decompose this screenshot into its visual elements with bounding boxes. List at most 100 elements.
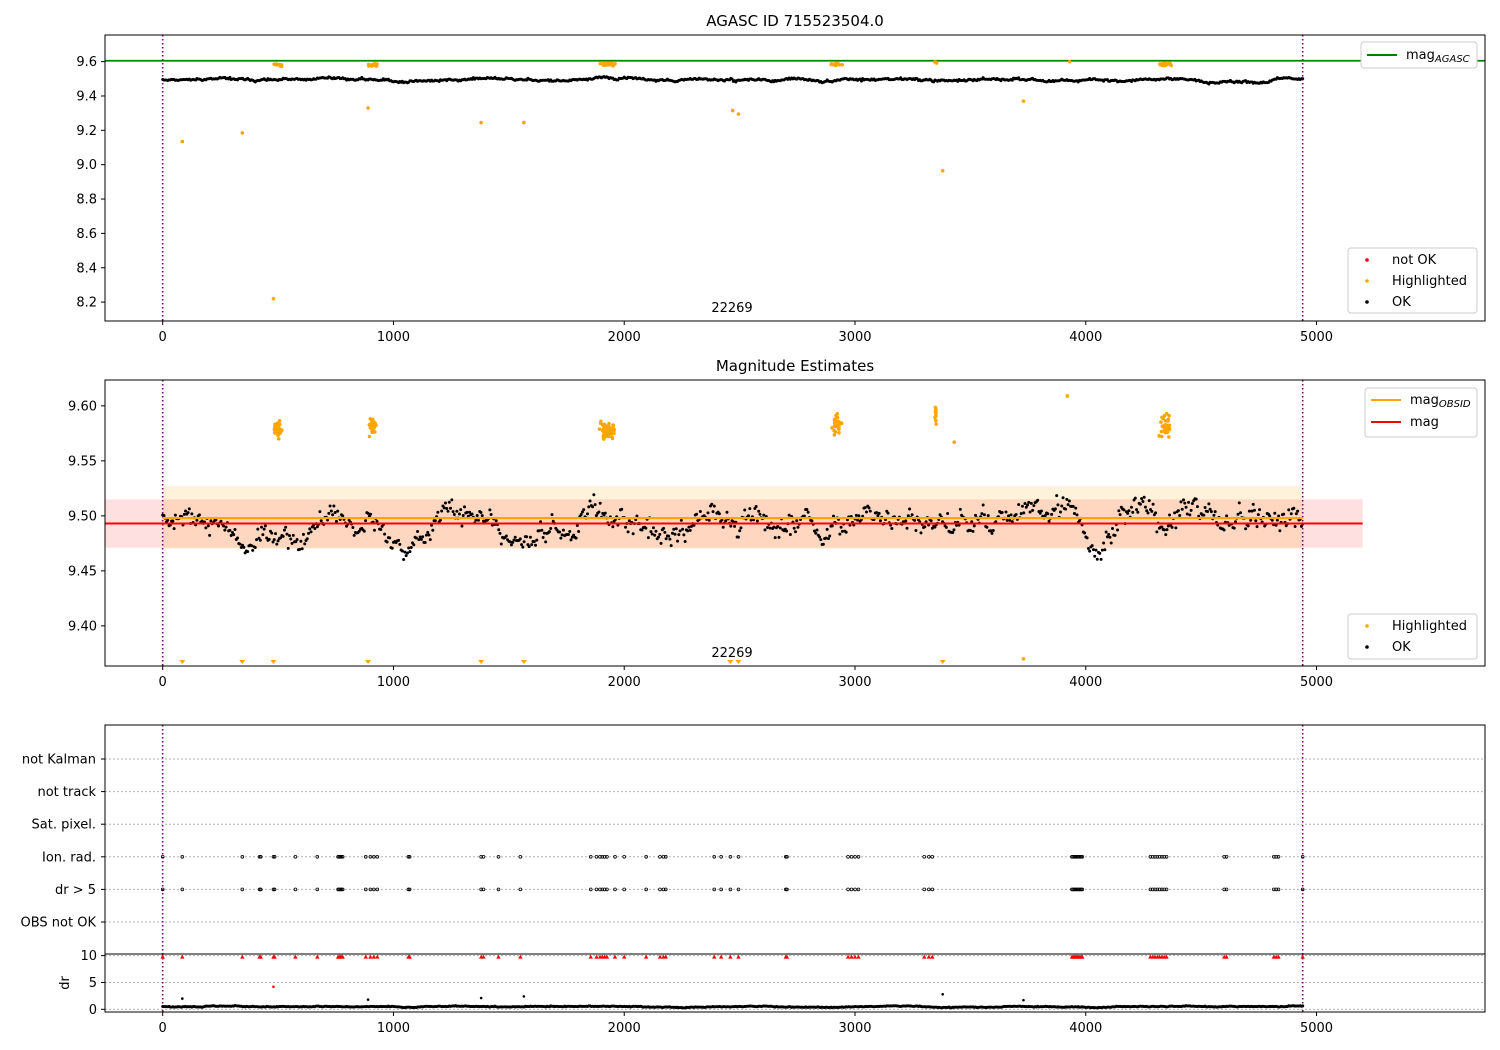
estimates-ok-point [246,550,250,554]
estimates-highlighted-point [273,430,277,435]
dr-xtick-label: 1000 [377,1021,410,1036]
flag-marker [1224,854,1229,859]
dr-capped-marker [612,954,618,959]
flag-marker [272,854,277,859]
estimates-ok-point [209,519,213,523]
estimates-ok-point [173,513,177,517]
estimates-ok-point [561,528,565,532]
dr-outlier-point [522,995,526,998]
agasc-highlighted-point [598,61,603,66]
estimates-ok-point [465,510,469,514]
estimates-ok-point [197,513,201,517]
estimates-ok-point [826,537,830,541]
flag-marker [406,887,411,892]
dr-capped-marker [1300,954,1305,959]
estimates-ok-point [923,525,927,529]
flag-marker [622,887,627,892]
estimates-ok-point [333,510,337,514]
estimates-ok-point [549,526,553,530]
agasc-highlighted-point [1164,61,1169,66]
flag-marker [853,887,857,892]
estimates-ok-point [729,524,733,528]
estimates-ok-point [236,536,240,540]
flags-category-label: dr > 5 [55,883,96,898]
estimates-ok-point [844,530,848,534]
estimates-ok-point [1088,549,1092,553]
estimates-ok-point [582,508,586,512]
estimates-ok-point [1067,499,1071,503]
flag-marker [1274,887,1278,892]
estimates-ok-point [1239,511,1243,515]
estimates-ok-point [598,501,602,505]
flag-marker [368,887,373,892]
flag-marker [922,887,927,892]
estimates-ok-point [1022,511,1026,515]
estimates-ok-point [1185,512,1189,516]
estimates-ok-point [924,520,928,524]
estimates-ok-point [631,532,635,536]
estimates-ok-point [488,508,492,512]
estimates-ok-point [258,538,262,542]
estimates-ok-point [366,511,370,515]
estimates-ok-point [233,528,237,532]
estimates-ok-point [772,525,776,529]
estimates-ok-point [1212,513,1216,517]
estimates-highlighted-point [1159,420,1163,424]
estimates-ok-point [603,511,607,515]
estimates-ok-point [944,525,948,529]
dr-outlier-point [1022,998,1025,1002]
estimates-ok-point [267,537,271,541]
estimates-ok-point [513,535,517,539]
not-ok-legend-label: not OK [1392,253,1437,268]
estimates-highlighted-point [276,433,280,437]
estimates-ok-point [706,511,710,515]
estimates-ok-point [1116,528,1120,532]
estimates-ok-point [594,514,598,518]
estimates-ok-point [689,524,693,528]
estimates-ok-point [795,519,799,523]
flag-marker [661,887,666,892]
estimates-ok-point [1046,512,1050,516]
flag-marker [600,887,605,892]
agasc-highlighted-point [240,131,245,135]
estimates-ok-point [1122,508,1126,512]
estimates-ok-point [776,525,780,529]
estimates-ok-point [300,547,304,551]
agasc-highlighted-point [840,62,844,67]
estimates-ok-point [725,510,729,514]
mag-obsid-legend-label: magOBSID [1410,393,1471,410]
flag-marker [1080,854,1085,859]
estimates-ok-point [1095,557,1099,561]
estimates-ok-point [1064,507,1068,511]
estimates-ok-point [200,519,204,523]
estimates-ok-point [1060,504,1064,508]
dr-capped-marker [375,954,380,959]
estimates-ok-point [1094,548,1098,552]
ok-legend-label-2: OK [1392,640,1411,655]
estimates-ok-point [1020,504,1024,508]
estimates-ok-point [419,537,423,541]
estimates-ok-point [442,506,446,510]
agasc-legend-top: magAGASC [1360,41,1478,69]
flag-marker [1272,887,1276,892]
estimates-ok-point [1071,504,1075,508]
estimates-ok-point [815,528,819,532]
flag-marker [856,887,861,892]
estimates-ok-point [403,550,407,554]
estimates-ok-point [1206,509,1210,513]
dr-capped-marker [180,954,185,959]
estimates-ok-point [238,542,242,546]
estimates-ok-point [1104,530,1108,534]
flag-marker [1155,854,1160,859]
estimates-ok-point [1142,495,1146,499]
estimates-ok-point [659,541,663,545]
dr-capped-marker [849,954,854,959]
estimates-ok-point [1135,508,1139,512]
estimates-ok-point [459,508,463,512]
estimates-ok-point [868,509,872,513]
estimates-out-of-range-marker [727,660,734,664]
flag-marker [1078,887,1082,892]
estimates-ok-point [1093,554,1097,558]
estimates-ok-point [785,529,789,533]
estimates-ok-point [867,506,871,510]
